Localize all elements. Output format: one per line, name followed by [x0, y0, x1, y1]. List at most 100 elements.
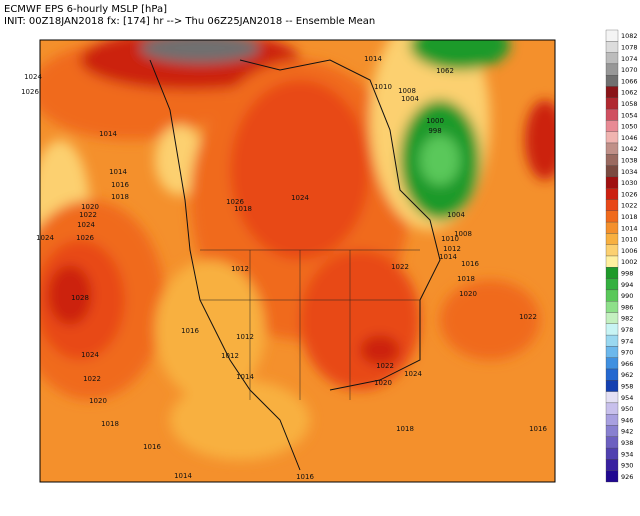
colorbar-swatch [605, 165, 619, 178]
contour-label: 1026 [21, 88, 39, 96]
colorbar-swatch [605, 41, 619, 53]
contour-label: 1022 [391, 263, 409, 271]
colorbar-swatch [605, 120, 619, 132]
colorbar-label: 1034 [621, 168, 638, 176]
colorbar-label: 982 [621, 315, 633, 323]
colorbar-label: 994 [621, 281, 633, 289]
contour-label: 1004 [401, 95, 419, 103]
colorbar-label: 1066 [621, 77, 638, 85]
colorbar-label: 1070 [621, 66, 638, 74]
colorbar-swatch [605, 210, 619, 223]
colorbar-label: 998 [621, 269, 633, 277]
colorbar-label: 970 [621, 349, 633, 357]
contour-label: 1016 [461, 260, 479, 268]
contour-label: 1024 [404, 370, 422, 378]
contour-label: 1020 [374, 379, 392, 387]
colorbar-swatch [605, 368, 619, 381]
colorbar-label: 1002 [621, 258, 638, 266]
colorbar-swatch [605, 97, 619, 110]
colorbar-swatch [605, 188, 619, 200]
map-title: ECMWF EPS 6-hourly MSLP [hPa] [4, 4, 167, 15]
contour-label: 1000 [426, 117, 444, 125]
contour-label: 1020 [459, 290, 477, 298]
contour-label: 1024 [291, 194, 309, 202]
colorbar-swatch [605, 346, 619, 358]
colorbar-label: 926 [621, 473, 633, 481]
colorbar-label: 1062 [621, 89, 638, 97]
map-subtitle: INIT: 00Z18JAN2018 fx: [174] hr --> Thu … [4, 16, 375, 27]
contour-label: 998 [428, 127, 441, 135]
colorbar-swatch [605, 221, 619, 234]
colorbar-label: 962 [621, 371, 633, 379]
colorbar-label: 954 [621, 394, 633, 402]
contour-label: 1016 [529, 425, 547, 433]
contour-labels: 1024 1026 1028 1024 1022 1020 1018 1016 1014 1014… [21, 55, 547, 481]
contour-label: 1012 [221, 352, 239, 360]
contour-label: 1016 [111, 181, 129, 189]
colorbar-swatch [605, 470, 619, 483]
colorbar: 1082 1078 1074 1070 1066 1062 1058 1054 1050 1046… [605, 29, 638, 483]
colorbar-swatch [605, 402, 619, 415]
contour-label: 1012 [231, 265, 249, 273]
contour-label: 1014 [109, 168, 127, 176]
colorbar-label: 1022 [621, 202, 638, 210]
contour-label: 1014 [236, 373, 254, 381]
colorbar-swatch [605, 86, 619, 98]
colorbar-swatch [605, 357, 619, 370]
colorbar-label: 1050 [621, 123, 638, 131]
colorbar-swatch [605, 301, 619, 313]
contour-label: 1020 [81, 203, 99, 211]
colorbar-swatch [605, 255, 619, 268]
colorbar-label: 1014 [621, 224, 638, 232]
contour-label: 1024 [36, 234, 54, 242]
colorbar-label: 974 [621, 337, 633, 345]
colorbar-label: 1026 [621, 190, 638, 198]
colorbar-label: 990 [621, 292, 633, 300]
colorbar-swatch [605, 436, 619, 449]
colorbar-swatch [605, 312, 619, 324]
contour-label: 1026 [226, 198, 244, 206]
contour-label: 1022 [83, 375, 101, 383]
contour-label: 1016 [143, 443, 161, 451]
contour-label: 1010 [374, 83, 392, 91]
colorbar-label: 1078 [621, 43, 638, 51]
contour-label: 1018 [396, 425, 414, 433]
colorbar-swatch [605, 131, 619, 144]
contour-label: 1018 [101, 420, 119, 428]
colorbar-label: 950 [621, 405, 633, 413]
colorbar-label: 978 [621, 326, 633, 334]
colorbar-swatch [605, 142, 619, 155]
colorbar-swatch [605, 267, 619, 279]
colorbar-swatch [605, 75, 619, 87]
colorbar-swatch [605, 244, 619, 257]
colorbar-swatch [605, 63, 619, 76]
contour-label: 1026 [76, 234, 94, 242]
colorbar-swatch [605, 278, 619, 291]
contour-label: 1008 [398, 87, 416, 95]
colorbar-label: 1082 [621, 32, 638, 40]
colorbar-swatch [605, 391, 619, 404]
colorbar-label: 938 [621, 439, 633, 447]
map-frame [39, 39, 556, 483]
colorbar-label: 1074 [621, 55, 638, 63]
contour-label: 1018 [111, 193, 129, 201]
contour-label: 1018 [457, 275, 475, 283]
contour-label: 1012 [443, 245, 461, 253]
colorbar-swatch [605, 233, 619, 245]
contour-label: 1014 [174, 472, 192, 480]
colorbar-swatch [605, 334, 619, 347]
contour-label: 1022 [376, 362, 394, 370]
contour-label: 1022 [519, 313, 537, 321]
colorbar-swatch [605, 108, 619, 121]
colorbar-swatch [605, 52, 619, 65]
contour-label: 1018 [234, 205, 252, 213]
contour-label: 1028 [71, 294, 89, 302]
contour-label: 1016 [181, 327, 199, 335]
colorbar-label: 1054 [621, 111, 638, 119]
contour-label: 1004 [447, 211, 465, 219]
colorbar-label: 1042 [621, 145, 638, 153]
contour-label: 1024 [81, 351, 99, 359]
contour-label: 1014 [364, 55, 382, 63]
contour-label: 1024 [24, 73, 42, 81]
